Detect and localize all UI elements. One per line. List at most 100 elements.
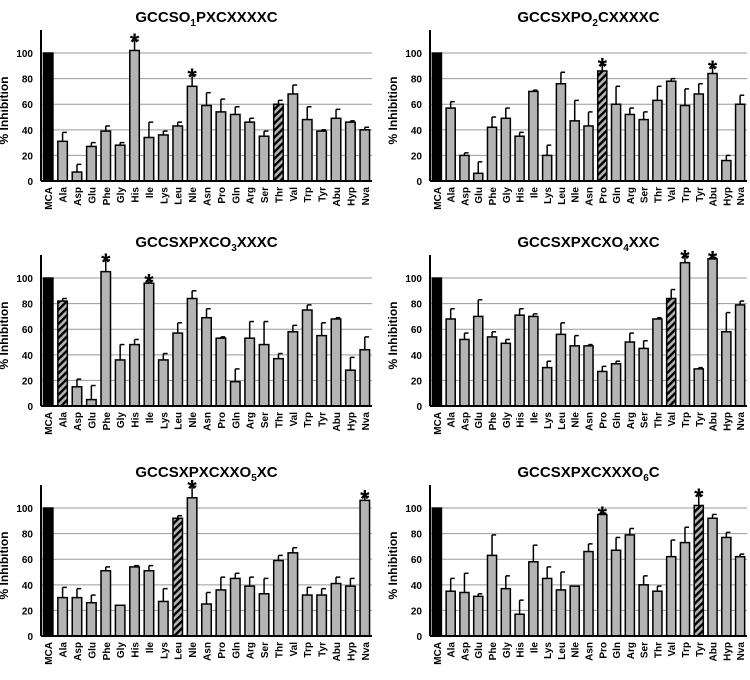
- chart-panel-1: GCCSO1PXCXXXXC % Inhibition 0 20 40 60 80 100 MC…: [0, 0, 375, 225]
- native-residue-bar: [272, 103, 284, 182]
- bar: [316, 130, 328, 182]
- bar: [186, 85, 198, 182]
- bar: [610, 363, 622, 407]
- bar: [186, 497, 198, 637]
- chart-title: GCCSXPXCXO4XXC: [517, 234, 659, 254]
- y-tick-label: 60: [22, 100, 34, 111]
- significance-asterisk: *: [144, 270, 154, 297]
- control-bar: [42, 507, 54, 637]
- x-tick-label: Arg: [246, 412, 257, 429]
- bar: [359, 499, 371, 637]
- bar: [344, 121, 356, 182]
- bar: [330, 582, 342, 637]
- x-tick-label: Nle: [571, 642, 582, 658]
- x-tick-label: Asn: [585, 642, 596, 661]
- bar: [721, 159, 732, 182]
- bar: [734, 555, 746, 637]
- y-tick-label: 0: [27, 402, 33, 413]
- x-tick-label: Phe: [488, 412, 499, 431]
- x-tick-label: Leu: [174, 412, 185, 430]
- bar: [71, 596, 83, 637]
- x-tick-label: Leu: [557, 642, 568, 660]
- y-tick-label: 60: [411, 555, 423, 566]
- bar: [85, 601, 97, 637]
- y-tick-label: 80: [411, 300, 423, 311]
- x-tick-label: Nle: [571, 412, 582, 428]
- x-tick-label: Arg: [626, 187, 637, 204]
- bar: [57, 596, 69, 637]
- bar: [583, 125, 594, 182]
- bar: [301, 118, 313, 182]
- chart-title: GCCSXPXCO3XXXC: [135, 234, 277, 254]
- bar: [500, 117, 512, 182]
- bar: [500, 342, 512, 407]
- x-tick-label: Phe: [102, 187, 113, 206]
- bar: [555, 82, 567, 182]
- bar: [229, 577, 241, 637]
- x-tick-label: Ser: [260, 412, 271, 428]
- y-tick-label: 80: [22, 530, 34, 541]
- y-tick-label: 40: [22, 581, 34, 592]
- chart-title: GCCSXPO2CXXXXC: [517, 9, 659, 29]
- x-tick-label: Asp: [460, 642, 471, 661]
- x-tick-label: MCA: [433, 412, 444, 435]
- bar: [486, 126, 498, 182]
- x-tick-label: Hyp: [346, 642, 357, 661]
- bar: [129, 566, 141, 637]
- bar: [707, 258, 718, 407]
- x-tick-label: His: [516, 642, 527, 658]
- y-tick-label: 40: [22, 351, 34, 362]
- bar: [624, 534, 636, 637]
- x-tick-label: Ala: [447, 412, 458, 428]
- bar: [679, 104, 691, 182]
- bar: [287, 93, 299, 182]
- significance-asterisk: *: [187, 475, 197, 502]
- y-tick-label: 0: [416, 632, 422, 643]
- bar: [541, 366, 553, 407]
- chart-title: GCCSXPXCXXXO6C: [517, 464, 659, 484]
- significance-asterisk: *: [708, 247, 718, 274]
- bar: [638, 118, 649, 182]
- x-tick-label: Hyp: [722, 642, 733, 661]
- bar: [287, 552, 299, 637]
- x-tick-label: Glu: [87, 412, 98, 429]
- bar: [721, 331, 732, 407]
- bar: [100, 130, 112, 182]
- bar: [143, 136, 155, 182]
- bar: [114, 144, 126, 182]
- x-tick-label: Pro: [217, 642, 228, 659]
- x-tick-label: Phe: [488, 642, 499, 661]
- x-tick-label: Nva: [361, 187, 372, 206]
- bar: [610, 549, 622, 637]
- y-tick-label: 100: [16, 274, 33, 285]
- x-tick-label: Ser: [640, 412, 651, 428]
- x-tick-label: Asp: [460, 187, 471, 206]
- significance-asterisk: *: [360, 486, 370, 513]
- x-tick-label: Gly: [502, 412, 513, 429]
- x-tick-label: Tyr: [695, 412, 706, 427]
- y-tick-label: 0: [416, 402, 422, 413]
- significance-asterisk: *: [598, 54, 608, 81]
- bar: [201, 104, 212, 182]
- x-tick-label: Ser: [640, 642, 651, 658]
- bar: [638, 584, 649, 637]
- x-tick-label: Phe: [102, 412, 113, 431]
- bar: [244, 121, 256, 182]
- y-tick-label: 20: [22, 606, 34, 617]
- bar: [114, 604, 126, 637]
- x-tick-label: Pro: [217, 187, 228, 204]
- x-tick-label: Val: [667, 642, 678, 657]
- x-tick-label: Tyr: [318, 642, 329, 657]
- x-tick-label: Thr: [274, 412, 285, 428]
- x-tick-label: Ser: [260, 187, 271, 203]
- x-tick-label: Nva: [361, 412, 372, 431]
- x-tick-label: Pro: [598, 412, 609, 429]
- significance-asterisk: *: [101, 249, 111, 276]
- x-tick-label: Ile: [145, 412, 156, 424]
- bar: [734, 103, 746, 182]
- bar: [514, 135, 525, 182]
- bar: [229, 380, 241, 407]
- bar: [652, 318, 663, 407]
- x-tick-label: Abu: [709, 412, 720, 431]
- x-tick-label: Pro: [598, 187, 609, 204]
